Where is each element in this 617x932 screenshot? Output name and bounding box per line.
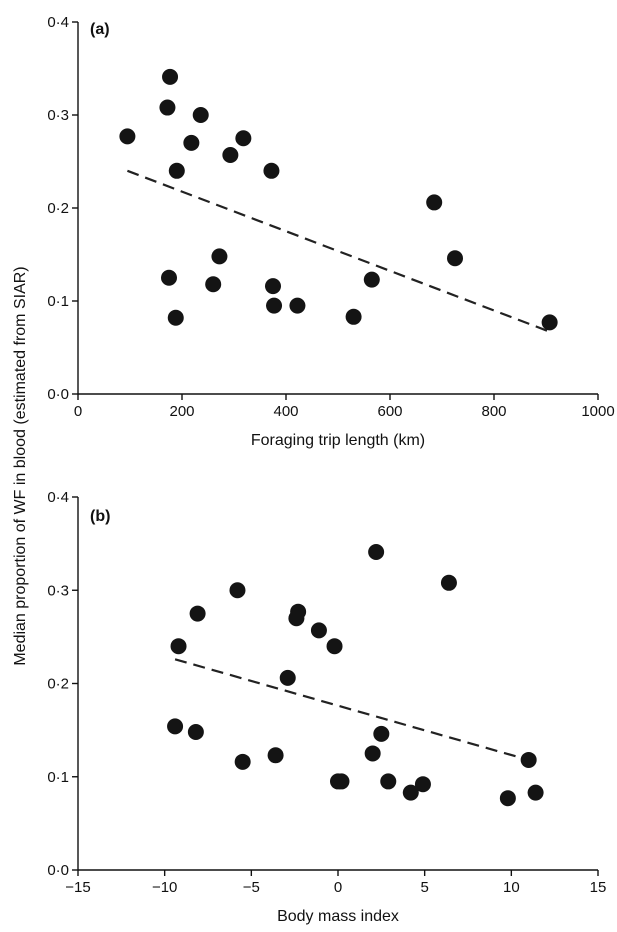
x-tick-label: 15 [590, 879, 607, 896]
x-tick-label: 200 [169, 403, 194, 420]
data-point [183, 134, 200, 151]
y-tick-label: 0·2 [47, 200, 69, 217]
x-tick-label: −5 [243, 879, 260, 896]
trend-line [127, 169, 551, 333]
panel-b: 0·0 0·1 0·2 0·3 0·4 −15 −10 −5 0 5 10 15 Body mass i… [47, 489, 606, 925]
x-tick-label: 600 [377, 403, 402, 420]
data-point [162, 68, 179, 85]
data-point [541, 314, 558, 331]
panel-label: (b) [90, 508, 110, 525]
y-tick-label: 0·3 [47, 582, 69, 599]
data-point [290, 603, 307, 620]
y-tick-label: 0·1 [47, 293, 69, 310]
data-point [345, 308, 362, 325]
shared-y-axis-title: Median proportion of WF in blood (estima… [12, 266, 29, 665]
trend-line [174, 658, 529, 762]
data-point [368, 544, 385, 561]
data-point [440, 574, 457, 591]
data-point [499, 790, 516, 807]
data-point [326, 638, 343, 655]
data-point [170, 638, 187, 655]
data-point [520, 751, 537, 768]
x-axis-title: Body mass index [277, 908, 399, 925]
x-tick-label: 5 [420, 879, 428, 896]
x-tick-label: −10 [152, 879, 177, 896]
data-point [119, 128, 136, 145]
data-point [373, 725, 390, 742]
data-point [266, 297, 283, 314]
y-tick-label: 0·2 [47, 676, 69, 693]
data-point [211, 248, 228, 265]
data-point [192, 107, 209, 123]
data-point [159, 99, 176, 116]
data-point [167, 718, 184, 735]
data-point [447, 250, 463, 267]
data-point [234, 753, 251, 770]
data-point [161, 269, 177, 286]
x-tick-label: 400 [273, 403, 298, 420]
x-tick-label: 800 [481, 403, 506, 420]
data-point [279, 669, 296, 686]
data-point [167, 309, 184, 326]
data-point [333, 773, 350, 790]
data-point [364, 745, 381, 762]
y-tick-label: 0·4 [47, 489, 69, 506]
x-tick-label: 0 [74, 403, 82, 420]
data-point [229, 582, 246, 599]
data-point [289, 297, 306, 314]
data-point [426, 194, 443, 211]
x-tick-label: −15 [65, 879, 90, 896]
panel-a: 0·0 0·1 0·2 0·3 0·4 0 200 400 600 800 1000 Foraging… [47, 14, 614, 449]
x-tick-label: 1000 [581, 403, 614, 420]
data-point [310, 622, 327, 639]
y-tick-label: 0·4 [47, 14, 69, 31]
x-axis-title: Foraging trip length (km) [251, 432, 425, 449]
y-tick-label: 0·1 [47, 769, 69, 786]
data-point [265, 278, 281, 295]
data-point [189, 605, 206, 622]
data-point [187, 723, 204, 740]
data-point [168, 162, 185, 179]
x-tick-label: 0 [334, 879, 342, 896]
data-point [363, 271, 380, 288]
data-point [402, 784, 419, 801]
data-point [380, 773, 397, 790]
data-point [527, 784, 544, 801]
data-point [222, 146, 239, 163]
data-point [263, 162, 280, 179]
data-point [267, 747, 284, 764]
data-point [205, 276, 222, 293]
y-tick-label: 0·0 [47, 862, 69, 879]
data-point [235, 130, 252, 147]
y-tick-label: 0·3 [47, 107, 69, 124]
data-point [414, 776, 431, 793]
panel-label: (a) [90, 21, 110, 38]
y-tick-label: 0·0 [47, 386, 69, 403]
x-tick-label: 10 [503, 879, 520, 896]
